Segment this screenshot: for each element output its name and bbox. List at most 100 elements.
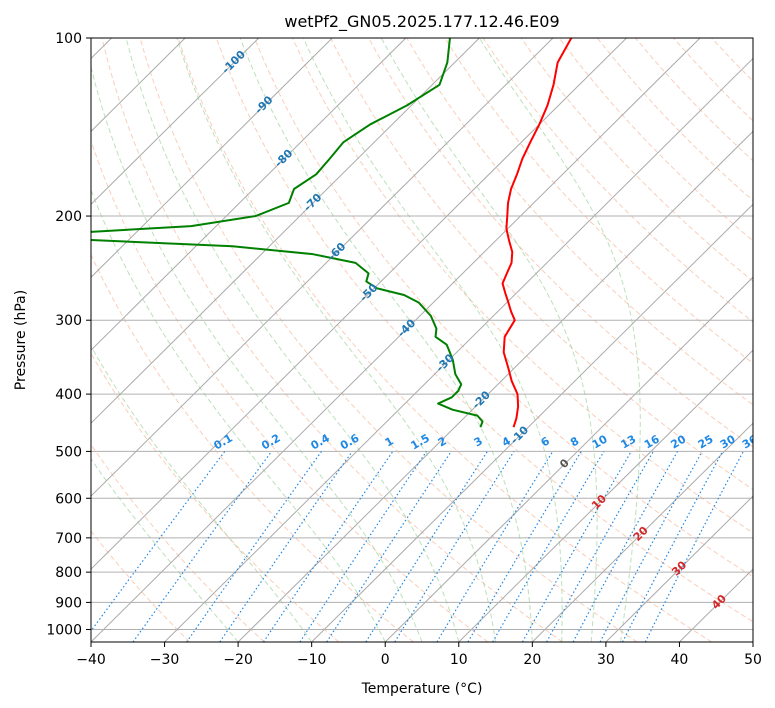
y-tick-label: 200 [55, 209, 82, 225]
dry-adiabat [91, 530, 191, 642]
dewpoint-line [91, 38, 484, 428]
dry-adiabat [406, 38, 753, 406]
isotherm-line [91, 38, 627, 570]
dry-adiabat [520, 38, 753, 282]
dry-adiabat [253, 38, 753, 578]
temperature-line [501, 38, 573, 428]
x-tick-label: 0 [381, 652, 390, 668]
mixing-ratio-label: 10 [590, 432, 610, 451]
dry-adiabat [673, 38, 753, 122]
dry-adiabat [91, 253, 414, 642]
dry-adiabat [215, 38, 753, 623]
mixing-ratio-line [263, 451, 394, 642]
y-axis: 100 200 300 400 500 600 700 800 900 1000 [46, 31, 91, 638]
isotherm-line [91, 38, 480, 424]
background-lines [91, 38, 753, 642]
y-tick-label: 500 [55, 444, 82, 460]
x-tick-label: −10 [297, 652, 327, 668]
x-tick-label: 40 [671, 652, 689, 668]
isotherm-line [752, 641, 753, 642]
isotherm-line [91, 38, 554, 497]
mixing-ratio-line [186, 451, 322, 642]
isotherm-line [384, 276, 753, 642]
mixing-ratio-label: 20 [669, 432, 689, 451]
mixing-ratio-line [546, 451, 654, 642]
isotherm-line [531, 422, 753, 642]
series-layer [91, 38, 573, 428]
mixing-ratio-label: 0.1 [211, 431, 234, 452]
moist-adiabat [176, 38, 497, 642]
isotherm-line [311, 203, 753, 642]
mixing-ratio-line [521, 451, 632, 642]
isotherm-line [91, 38, 333, 278]
mixing-ratio-label: 6 [539, 434, 552, 449]
chart-title: wetPf2_GN05.2025.177.12.46.E09 [284, 12, 559, 32]
x-tick-label: −40 [76, 652, 106, 668]
mixing-ratio-line [599, 451, 703, 642]
mixing-ratio-line [365, 451, 488, 642]
mixing-ratio-line [91, 451, 226, 632]
isotherm-line [605, 495, 753, 642]
moist-adiabat [125, 38, 460, 642]
mixing-ratio-label: 16 [642, 432, 662, 451]
dry-adiabat [444, 38, 753, 364]
dry-adiabat [91, 352, 340, 642]
y-tick-label: 100 [55, 31, 82, 47]
dry-adiabat [91, 443, 265, 642]
isotherm-line [679, 568, 753, 642]
x-axis: −40 −30 −20 −10 0 10 20 30 40 50 [76, 642, 762, 668]
x-tick-label: 30 [597, 652, 615, 668]
isotherm-line [237, 130, 753, 642]
moist-adiabat [91, 345, 313, 642]
mixing-ratio-label: 1 [383, 434, 396, 449]
mixing-ratio-label: 8 [568, 434, 581, 449]
dry-adiabat [101, 38, 563, 642]
mixing-ratio-line [132, 451, 273, 642]
dry-adiabat [91, 139, 489, 642]
dry-adiabat [634, 38, 753, 162]
mixing-ratio-label: 0.6 [338, 431, 362, 452]
isotherm-label: -30 [433, 351, 457, 374]
y-tick-label: 600 [55, 491, 82, 507]
isotherm-line [91, 38, 260, 206]
dry-adiabat [139, 38, 638, 642]
mixing-ratio-label: 1.5 [409, 431, 432, 452]
y-axis-label: Pressure (hPa) [13, 290, 29, 390]
mixing-ratio-label: 25 [696, 433, 716, 452]
mixing-ratio-line [436, 451, 554, 642]
mixing-ratio-line [326, 451, 452, 642]
isotherm-line [458, 349, 753, 642]
x-tick-label: 50 [744, 652, 762, 668]
y-tick-label: 300 [55, 313, 82, 329]
isotherm-line [91, 38, 701, 642]
y-tick-label: 1000 [46, 622, 82, 638]
label-layer: -100-90-80-70-60-50-40-30-20-10010203040… [211, 48, 760, 612]
y-tick-label: 400 [55, 387, 82, 403]
moist-adiabat [91, 65, 423, 642]
y-tick-label: 800 [55, 565, 82, 581]
moist-adiabat [380, 38, 598, 642]
plot-frame [90, 37, 754, 643]
dry-adiabat [558, 38, 753, 242]
isotherm-line [91, 38, 407, 351]
moist-adiabat [91, 188, 386, 642]
moist-adiabat [478, 38, 641, 642]
dry-adiabat [330, 38, 753, 491]
dry-adiabat [482, 38, 753, 323]
isotherm-line [164, 57, 753, 642]
mixing-ratio-line [572, 451, 679, 642]
y-tick-label: 900 [55, 595, 82, 611]
mixing-ratio-line [467, 451, 582, 642]
x-axis-label: Temperature (°C) [361, 681, 483, 697]
mixing-ratio-label: 30 [718, 432, 738, 451]
mixing-ratio-label: 0.4 [309, 431, 333, 452]
mixing-ratio-line [299, 451, 428, 642]
x-tick-label: −30 [150, 652, 180, 668]
x-tick-label: 20 [523, 652, 541, 668]
isotherm-label: -100 [219, 48, 248, 77]
moist-adiabat [239, 38, 533, 642]
mixing-ratio-label: 36 [740, 432, 760, 451]
mixing-ratio-label: 0.2 [259, 431, 282, 452]
dry-adiabat [368, 38, 753, 448]
